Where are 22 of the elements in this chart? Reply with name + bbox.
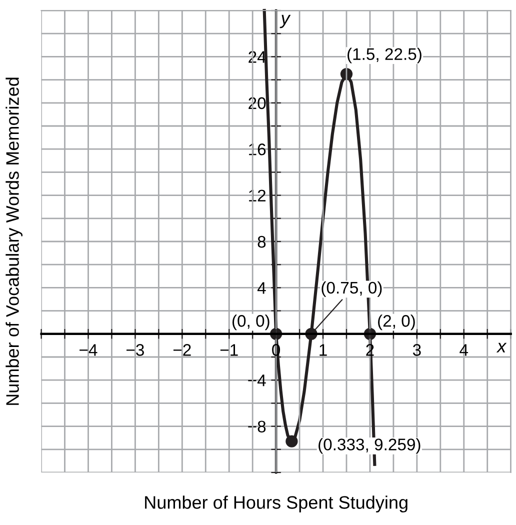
x-tick-label: 3 bbox=[412, 344, 421, 356]
annotation: (1.5, 22.5) bbox=[348, 48, 422, 64]
x-tick-label: −4 bbox=[80, 344, 98, 356]
x-tick-label: −1 bbox=[220, 344, 238, 356]
annotation: (0, 0) bbox=[232, 314, 270, 330]
point bbox=[340, 68, 353, 80]
y-tick-label: −4 bbox=[248, 374, 266, 386]
annotation: (0.333, 9.259) bbox=[318, 438, 420, 454]
y-tick-label: 4 bbox=[257, 282, 266, 294]
y-tick-label: 8 bbox=[258, 236, 266, 248]
point bbox=[286, 435, 298, 448]
annotation: y bbox=[280, 14, 291, 28]
x-tick-label: 1 bbox=[320, 344, 327, 356]
annotation: (0.75, 0) bbox=[322, 281, 382, 297]
y-tick-label: −8 bbox=[248, 420, 266, 433]
annotation: x bbox=[496, 342, 507, 352]
x-axis-title: Number of Hours Spent Studying bbox=[145, 496, 408, 512]
x-tick-label: −2 bbox=[173, 344, 191, 356]
x-tick-label: −3 bbox=[126, 344, 144, 356]
y-axis-title: Number of Vocabulary Words Memorized bbox=[6, 78, 22, 405]
annotation: (2, 0) bbox=[378, 314, 415, 330]
x-tick-label: 4 bbox=[460, 344, 468, 356]
